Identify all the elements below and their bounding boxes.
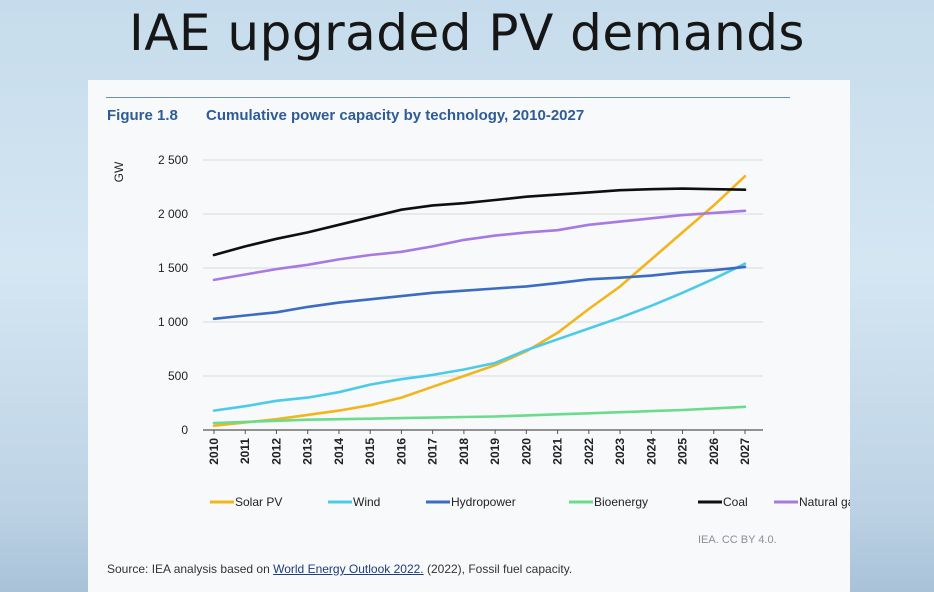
top-rule — [106, 97, 790, 98]
legend-label: Hydropower — [451, 495, 516, 509]
y-tick-label: 0 — [181, 423, 188, 437]
credit-text: IEA. CC BY 4.0. — [698, 534, 777, 546]
x-tick-label: 2011 — [238, 438, 252, 464]
legend-label: Wind — [353, 495, 380, 509]
legend-label: Coal — [723, 495, 748, 509]
x-tick-label: 2018 — [457, 438, 471, 465]
series-line-natural-gas — [212, 209, 747, 282]
x-tick-label: 2020 — [519, 438, 533, 465]
series-line-coal — [212, 187, 747, 257]
x-tick-label: 2015 — [363, 438, 377, 465]
x-tick-label: 2019 — [488, 438, 502, 465]
x-tick-label: 2017 — [426, 438, 440, 465]
source-suffix: (2022), Fossil fuel capacity. — [423, 562, 573, 576]
y-axis-label: GW — [112, 161, 126, 182]
y-tick-label: 2 500 — [158, 153, 188, 167]
series-line-solar-pv — [212, 174, 747, 428]
x-tick-label: 2026 — [707, 438, 721, 465]
source-prefix: Source: IEA analysis based on — [107, 562, 274, 576]
x-tick-label: 2023 — [613, 438, 627, 465]
x-tick-label: 2025 — [676, 438, 690, 465]
y-tick-label: 500 — [168, 369, 188, 383]
source-link[interactable]: World Energy Outlook 2022. — [273, 562, 424, 576]
figure-title: Cumulative power capacity by technology,… — [206, 107, 585, 124]
figure-panel: Figure 1.8 Cumulative power capacity by … — [88, 80, 850, 592]
x-tick-label: 2027 — [738, 438, 752, 465]
x-tick-label: 2024 — [644, 438, 658, 465]
source-note: Source: IEA analysis based on World Ener… — [107, 562, 572, 576]
legend-label: Solar PV — [235, 495, 282, 509]
x-tick-label: 2012 — [269, 438, 283, 465]
x-tick-label: 2022 — [582, 438, 596, 465]
series-line-bioenergy — [212, 405, 747, 425]
legend-label: Natural gas — [799, 495, 850, 509]
x-tick-label: 2021 — [551, 438, 565, 465]
x-tick-label: 2014 — [332, 438, 346, 465]
series-line-hydropower — [212, 265, 747, 321]
figure-label: Figure 1.8 — [107, 107, 178, 124]
x-tick-label: 2016 — [394, 438, 408, 465]
x-tick-label: 2010 — [207, 438, 221, 465]
line-chart: 0 500 1 000 1 500 2 000 2 500 GW 2010 2011 2012 20… — [112, 153, 850, 509]
slide-title: IAE upgraded PV demands — [128, 4, 805, 62]
series-line-wind — [212, 262, 747, 412]
y-tick-label: 1 000 — [158, 315, 188, 329]
x-tick-label: 2013 — [301, 438, 315, 465]
y-tick-label: 2 000 — [158, 207, 188, 221]
legend-label: Bioenergy — [594, 495, 648, 509]
y-tick-label: 1 500 — [158, 261, 188, 275]
